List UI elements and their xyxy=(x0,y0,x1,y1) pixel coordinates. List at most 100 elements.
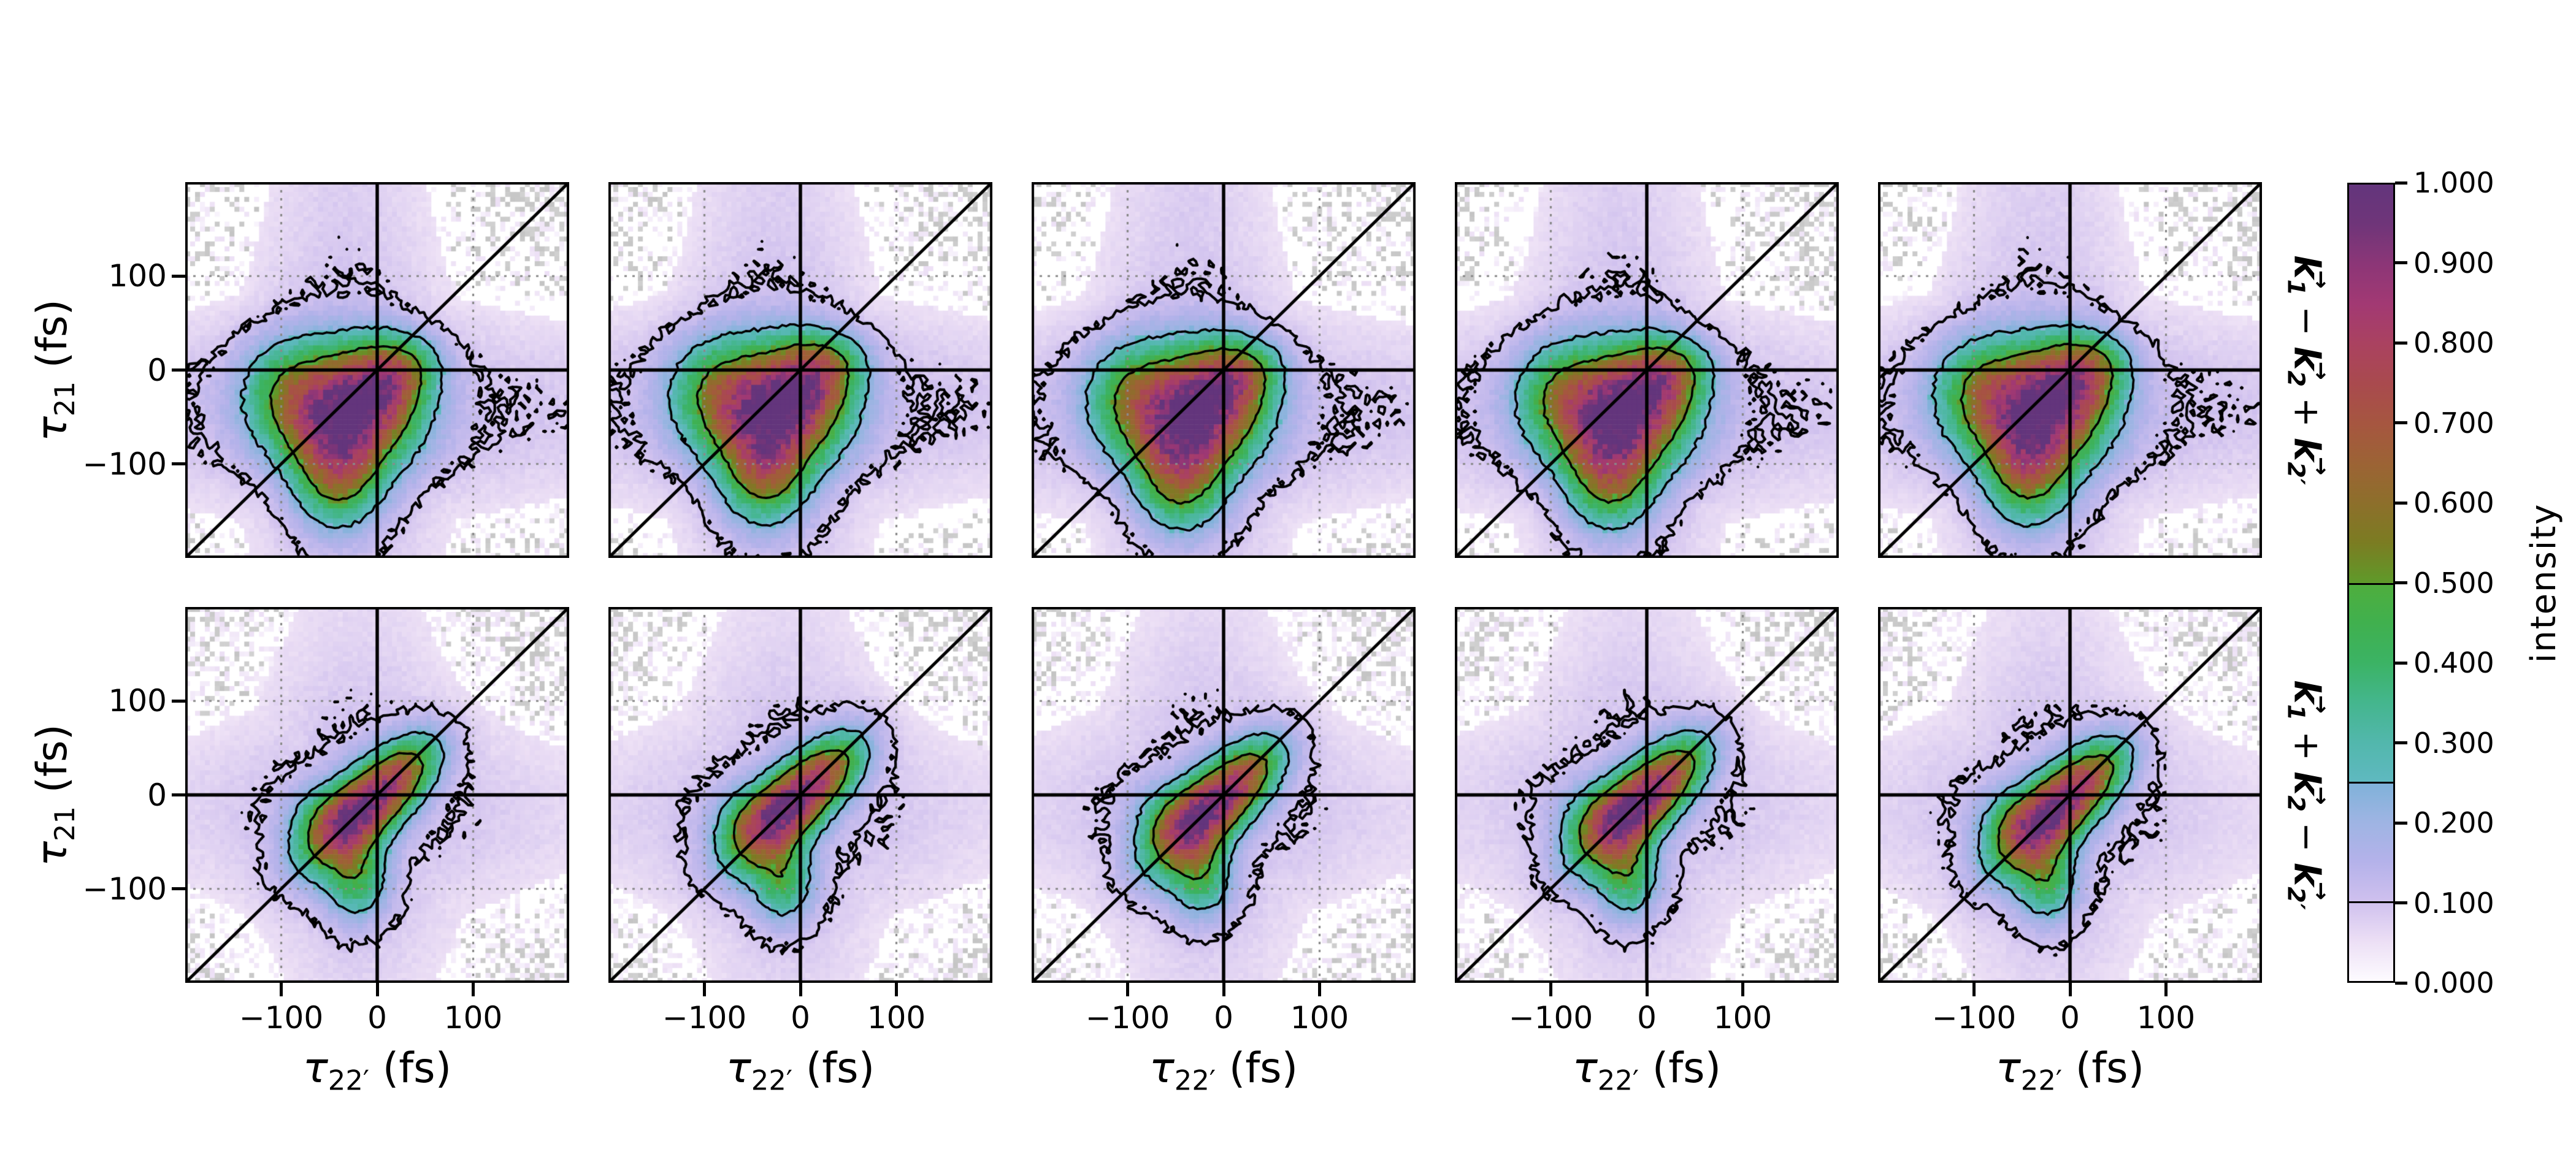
axis-unit: (fs) xyxy=(1639,1044,1722,1093)
k-vector: → k1 xyxy=(2271,255,2334,296)
panel-r0c1-heatmap xyxy=(608,182,992,558)
colorbar-tick-label-3: 0.700 xyxy=(2413,406,2494,440)
x-tick-label-col0-2: 100 xyxy=(443,1000,503,1036)
y-tick-label-row1-1: 0 xyxy=(147,777,167,813)
y-tick-mark-row1-1 xyxy=(172,793,185,796)
y-tick-mark-row1-0 xyxy=(172,699,185,703)
k-vector: → k2 xyxy=(2271,771,2334,812)
colorbar xyxy=(2347,183,2395,983)
x-tick-mark-col4-2 xyxy=(2164,983,2168,996)
x-tick-label-col4-1: 0 xyxy=(2060,1000,2080,1036)
x-tick-label-col2-1: 0 xyxy=(1214,1000,1233,1036)
tau-symbol: τ xyxy=(1572,1044,1598,1093)
axis-unit: (fs) xyxy=(1216,1044,1298,1093)
tau-subscript: 22′ xyxy=(1597,1064,1639,1097)
colorbar-axis-label: intensity xyxy=(2524,503,2564,663)
k-operator: − xyxy=(2286,305,2328,337)
axis-unit: (fs) xyxy=(792,1044,875,1093)
colorbar-tick-mark-10 xyxy=(2395,981,2407,985)
tau-subscript: 21 xyxy=(48,381,81,416)
x-tick-label-col1-1: 0 xyxy=(791,1000,810,1036)
k-operator: − xyxy=(2286,822,2328,853)
x-axis-label-col4: τ22′ (fs) xyxy=(1878,1041,2262,1097)
x-axis-label-col3: τ22′ (fs) xyxy=(1455,1041,1839,1097)
x-tick-label-col4-2: 100 xyxy=(2136,1000,2196,1036)
x-tick-mark-col4-1 xyxy=(2068,983,2072,996)
x-tick-mark-col1-0 xyxy=(703,983,706,996)
y-tick-mark-row0-1 xyxy=(172,368,185,372)
axis-unit: (fs) xyxy=(28,723,77,806)
x-axis-label-col0: τ22′ (fs) xyxy=(185,1041,569,1097)
panel-r1c1-heatmap xyxy=(608,607,992,983)
x-tick-mark-col1-2 xyxy=(895,983,898,996)
y-tick-mark-row0-2 xyxy=(172,462,185,466)
y-tick-label-row0-1: 0 xyxy=(147,352,167,388)
x-tick-mark-col3-2 xyxy=(1741,983,1744,996)
axis-unit: (fs) xyxy=(28,299,77,381)
y-axis-label-row1: τ21 (fs) xyxy=(25,723,93,866)
y-axis-label-row0: τ21 (fs) xyxy=(25,299,93,441)
panel-r0c4-heatmap xyxy=(1878,182,2262,558)
tau-subscript: 22′ xyxy=(751,1064,793,1097)
x-tick-label-col3-1: 0 xyxy=(1637,1000,1657,1036)
y-tick-label-row0-0: 100 xyxy=(108,258,167,294)
y-tick-label-row1-2: −100 xyxy=(82,871,167,907)
colorbar-tick-mark-6 xyxy=(2395,661,2407,665)
x-tick-mark-col0-2 xyxy=(472,983,475,996)
k-operator: + xyxy=(2286,397,2328,428)
k-vector: → k2′ xyxy=(2271,437,2334,485)
colorbar-tick-label-6: 0.400 xyxy=(2413,646,2494,679)
panel-r0c0-heatmap xyxy=(185,182,569,558)
tau-symbol: τ xyxy=(28,841,77,866)
colorbar-tick-label-0: 1.000 xyxy=(2413,166,2494,199)
x-tick-mark-col2-2 xyxy=(1318,983,1321,996)
vector-arrow-icon: → xyxy=(2308,695,2334,714)
colorbar-tick-mark-1 xyxy=(2395,261,2407,264)
x-tick-label-col4-0: −100 xyxy=(1931,1000,2017,1036)
panel-r0c2-heatmap xyxy=(1032,182,1416,558)
colorbar-tick-label-8: 0.200 xyxy=(2413,806,2494,839)
x-tick-label-col0-0: −100 xyxy=(239,1000,324,1036)
y-tick-label-row0-2: −100 xyxy=(82,446,167,482)
colorbar-tick-mark-5 xyxy=(2395,581,2407,584)
panel-r1c4-heatmap xyxy=(1878,607,2262,983)
x-axis-label-col2: τ22′ (fs) xyxy=(1032,1041,1416,1097)
colorbar-tick-mark-4 xyxy=(2395,501,2407,505)
colorbar-contour-mark-0 xyxy=(2349,582,2393,585)
tau-subscript: 22′ xyxy=(2020,1064,2063,1097)
tau-subscript: 22′ xyxy=(328,1064,370,1097)
colorbar-tick-label-7: 0.300 xyxy=(2413,726,2494,760)
colorbar-tick-mark-8 xyxy=(2395,821,2407,825)
vector-arrow-icon: → xyxy=(2308,786,2334,806)
x-tick-mark-col1-1 xyxy=(799,983,802,996)
panel-r0c3-heatmap xyxy=(1455,182,1839,558)
colorbar-tick-label-1: 0.900 xyxy=(2413,246,2494,280)
y-tick-mark-row0-0 xyxy=(172,274,185,278)
panel-r1c3-heatmap xyxy=(1455,607,1839,983)
vector-arrow-icon: → xyxy=(2308,270,2334,289)
k-vector: → k2′ xyxy=(2271,862,2334,910)
x-tick-label-col3-2: 100 xyxy=(1713,1000,1773,1036)
colorbar-tick-mark-0 xyxy=(2395,181,2407,185)
colorbar-contour-mark-1 xyxy=(2349,782,2393,784)
colorbar-tick-label-2: 0.800 xyxy=(2413,326,2494,359)
x-tick-mark-col2-1 xyxy=(1222,983,1225,996)
colorbar-tick-label-5: 0.500 xyxy=(2413,566,2494,600)
x-tick-mark-col4-0 xyxy=(1972,983,1976,996)
row-signal-label-1: → k1 + → k2 − → k2′ xyxy=(2271,679,2334,912)
colorbar-contour-mark-2 xyxy=(2349,901,2393,904)
k-vector: → k1 xyxy=(2271,680,2334,721)
x-tick-label-col2-2: 100 xyxy=(1290,1000,1349,1036)
x-axis-label-col1: τ22′ (fs) xyxy=(608,1041,992,1097)
x-tick-mark-col0-1 xyxy=(375,983,379,996)
vector-arrow-icon: → xyxy=(2308,456,2334,476)
tau-symbol: τ xyxy=(28,416,77,441)
colorbar-tick-mark-9 xyxy=(2395,901,2407,904)
panel-r1c2-heatmap xyxy=(1032,607,1416,983)
colorbar-tick-mark-3 xyxy=(2395,421,2407,424)
x-tick-label-col1-0: −100 xyxy=(662,1000,747,1036)
colorbar-tick-mark-7 xyxy=(2395,741,2407,744)
colorbar-tick-label-9: 0.100 xyxy=(2413,886,2494,920)
vector-arrow-icon: → xyxy=(2308,361,2334,381)
